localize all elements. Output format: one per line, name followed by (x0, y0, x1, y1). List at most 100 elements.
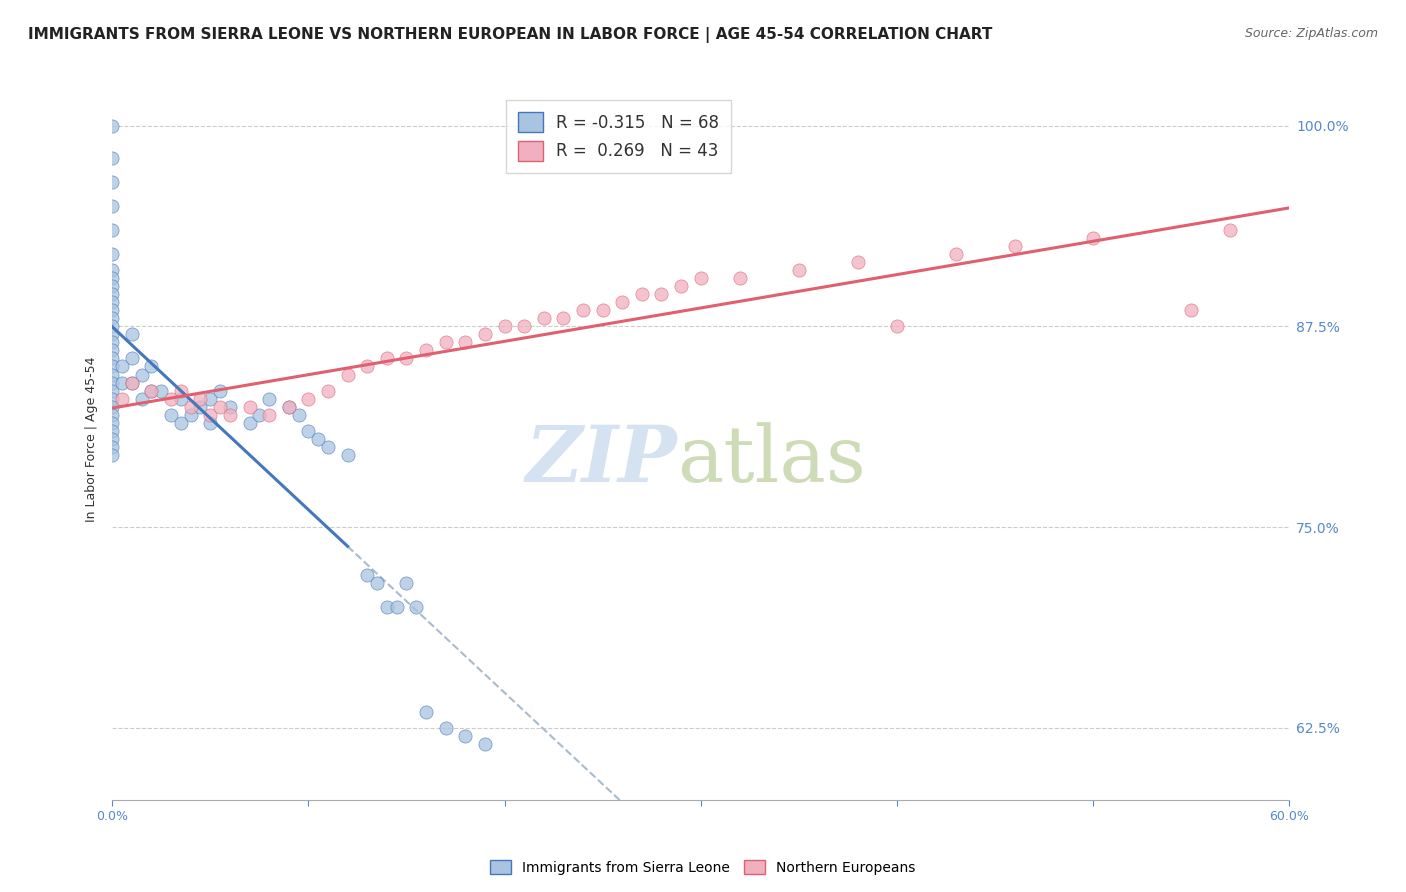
Point (689, 271, 711, 285)
Point (101, 432, 124, 446)
Point (101, 199, 124, 213)
Point (101, 287, 124, 301)
Point (209, 384, 232, 398)
Point (375, 600, 398, 615)
Point (553, 311, 575, 326)
Point (297, 424, 319, 438)
Point (111, 376, 134, 390)
Legend: R = -0.315   N = 68, R =  0.269   N = 43: R = -0.315 N = 68, R = 0.269 N = 43 (506, 100, 731, 172)
Point (180, 400, 202, 414)
Point (316, 384, 339, 398)
Point (101, 263, 124, 277)
Point (180, 408, 202, 422)
Point (1004, 239, 1026, 253)
Point (101, 359, 124, 374)
Point (121, 327, 143, 342)
Point (257, 392, 280, 406)
Y-axis label: In Labor Force | Age 45-54: In Labor Force | Age 45-54 (86, 356, 98, 522)
Point (650, 287, 672, 301)
Point (209, 400, 232, 414)
Point (247, 408, 270, 422)
Point (101, 295, 124, 310)
Point (592, 303, 614, 318)
Point (277, 400, 299, 414)
Point (669, 279, 692, 293)
Point (728, 271, 751, 285)
Point (494, 319, 516, 334)
Point (454, 729, 477, 743)
Point (121, 376, 143, 390)
Point (336, 368, 359, 382)
Point (101, 151, 124, 165)
Point (111, 392, 134, 406)
Point (238, 400, 260, 414)
Point (141, 384, 163, 398)
Point (474, 737, 496, 751)
Point (454, 335, 477, 350)
Point (1081, 231, 1104, 245)
Point (141, 359, 163, 374)
Point (886, 319, 908, 334)
Point (631, 287, 654, 301)
Point (101, 119, 124, 133)
Point (200, 408, 222, 422)
Point (366, 576, 388, 591)
Point (190, 392, 212, 406)
Point (434, 721, 457, 735)
Point (101, 343, 124, 358)
Point (356, 568, 378, 582)
Point (316, 440, 339, 454)
Point (190, 400, 212, 414)
Point (101, 311, 124, 326)
Point (160, 408, 183, 422)
Point (612, 295, 634, 310)
Point (101, 319, 124, 334)
Point (513, 319, 536, 334)
Point (1180, 303, 1202, 318)
Point (219, 408, 242, 422)
Point (101, 448, 124, 462)
Point (405, 600, 427, 615)
Point (111, 359, 134, 374)
Point (101, 327, 124, 342)
Point (434, 335, 457, 350)
Point (307, 432, 329, 446)
Legend: Immigrants from Sierra Leone, Northern Europeans: Immigrants from Sierra Leone, Northern E… (485, 855, 921, 880)
Point (170, 392, 193, 406)
Point (572, 303, 595, 318)
Point (257, 408, 280, 422)
Point (101, 175, 124, 189)
Point (121, 351, 143, 366)
Point (200, 392, 222, 406)
Point (415, 343, 437, 358)
Point (385, 600, 408, 615)
Point (356, 359, 378, 374)
Point (101, 223, 124, 237)
Point (287, 408, 309, 422)
Point (238, 416, 260, 430)
Point (170, 416, 193, 430)
Point (200, 416, 222, 430)
Point (101, 408, 124, 422)
Point (1219, 223, 1241, 237)
Point (101, 335, 124, 350)
Point (101, 368, 124, 382)
Point (101, 400, 124, 414)
Point (101, 416, 124, 430)
Point (336, 448, 359, 462)
Point (787, 263, 810, 277)
Point (101, 392, 124, 406)
Point (141, 384, 163, 398)
Point (101, 303, 124, 318)
Text: Source: ZipAtlas.com: Source: ZipAtlas.com (1244, 27, 1378, 40)
Point (150, 384, 173, 398)
Point (219, 400, 242, 414)
Point (101, 424, 124, 438)
Point (415, 705, 437, 719)
Point (121, 376, 143, 390)
Point (170, 384, 193, 398)
Text: atlas: atlas (678, 423, 866, 499)
Point (101, 247, 124, 261)
Point (395, 576, 418, 591)
Point (131, 368, 153, 382)
